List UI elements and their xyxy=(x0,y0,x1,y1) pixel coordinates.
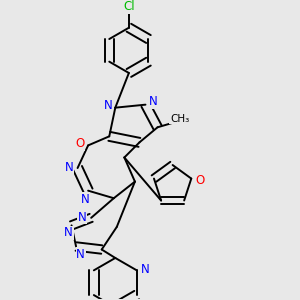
Text: N: N xyxy=(76,248,85,260)
Text: N: N xyxy=(103,99,112,112)
Text: N: N xyxy=(148,95,158,108)
Text: Cl: Cl xyxy=(123,0,135,13)
Text: N: N xyxy=(81,193,89,206)
Text: N: N xyxy=(78,211,86,224)
Text: N: N xyxy=(64,226,73,239)
Text: CH₃: CH₃ xyxy=(170,113,189,124)
Text: N: N xyxy=(65,161,74,174)
Text: O: O xyxy=(195,175,204,188)
Text: N: N xyxy=(141,263,150,276)
Text: O: O xyxy=(75,137,84,150)
